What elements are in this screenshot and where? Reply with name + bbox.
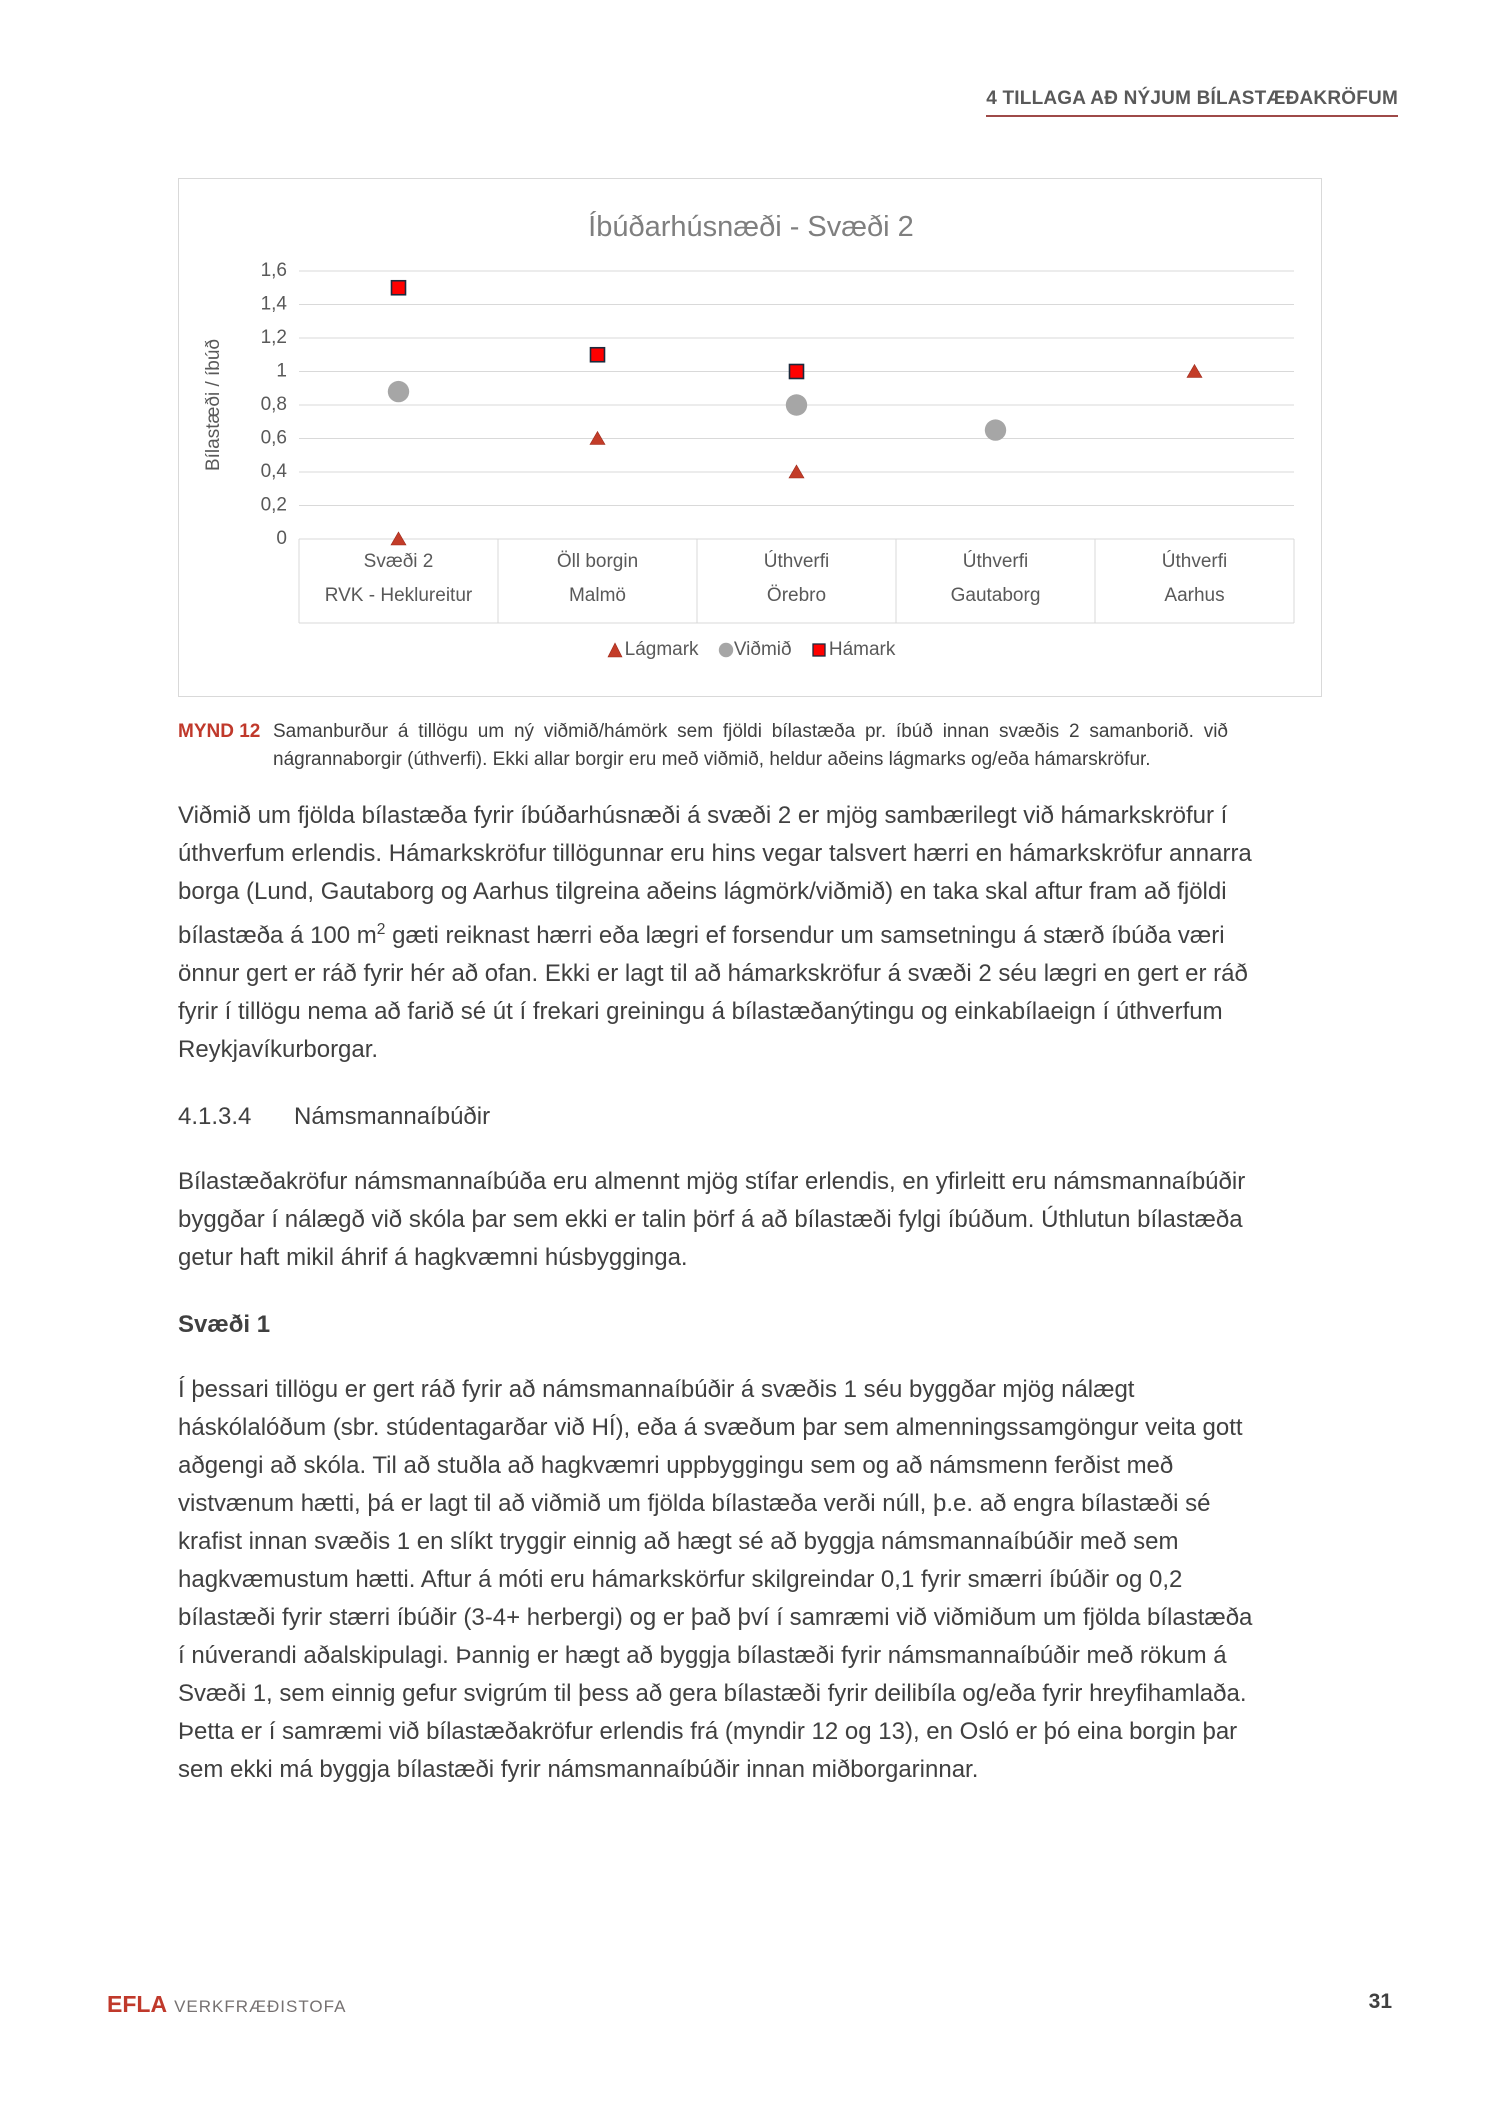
svg-text:Úthverfi: Úthverfi <box>764 550 829 572</box>
svg-text:Öll borgin: Öll borgin <box>557 551 638 572</box>
svg-text:Íbúðarhúsnæði - Svæði 2: Íbúðarhúsnæði - Svæði 2 <box>588 210 914 243</box>
svg-text:0,2: 0,2 <box>261 495 287 516</box>
svg-text:Gautaborg: Gautaborg <box>951 585 1041 606</box>
svg-text:0,6: 0,6 <box>261 428 287 449</box>
svg-text:1,6: 1,6 <box>261 260 287 281</box>
svg-text:1: 1 <box>276 361 287 382</box>
svg-text:Úthverfi: Úthverfi <box>963 550 1028 572</box>
svg-text:1,2: 1,2 <box>261 327 287 348</box>
svg-text:RVK - Heklureitur: RVK - Heklureitur <box>325 585 473 606</box>
svg-text:0,8: 0,8 <box>261 394 287 415</box>
svg-text:Malmö: Malmö <box>569 585 626 606</box>
svg-text:Aarhus: Aarhus <box>1164 585 1224 606</box>
svg-text:0: 0 <box>276 528 287 549</box>
svg-text:0,4: 0,4 <box>261 461 288 482</box>
svg-text:Svæði 2: Svæði 2 <box>364 551 434 572</box>
svg-text:Úthverfi: Úthverfi <box>1162 550 1227 572</box>
svg-text:Bílastæði / íbúð: Bílastæði / íbúð <box>203 339 224 471</box>
svg-text:1,4: 1,4 <box>261 294 288 315</box>
svg-text:Örebro: Örebro <box>767 585 826 606</box>
